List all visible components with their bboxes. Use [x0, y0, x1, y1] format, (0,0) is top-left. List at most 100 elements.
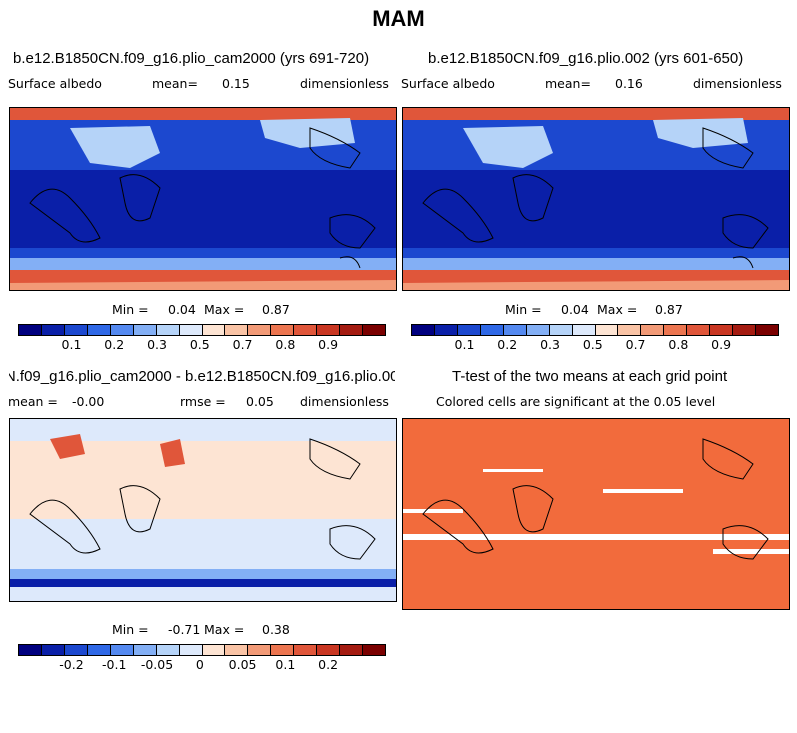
- colorbar-swatch: [457, 325, 481, 335]
- colorbar-tick-label: 0.05: [228, 657, 257, 672]
- colorbar-tick-label: 0.3: [540, 337, 560, 352]
- panel-2-mean: 0.16: [615, 76, 643, 91]
- panel-3-colorbar: [18, 644, 386, 656]
- colorbar-tick-label: -0.05: [140, 657, 174, 672]
- colorbar-swatch: [756, 325, 778, 335]
- panel-1-units: dimensionless: [300, 76, 389, 91]
- colorbar-tick-label: 0.7: [232, 337, 253, 352]
- colorbar-swatch: [363, 645, 385, 655]
- colorbar-swatch: [664, 325, 688, 335]
- panel-1-min: 0.04: [168, 302, 196, 317]
- colorbar-tick-label: 0.8: [275, 337, 296, 352]
- colorbar-swatch: [294, 645, 318, 655]
- colorbar-swatch: [363, 325, 385, 335]
- panel-3-rmse-label: rmse =: [180, 394, 226, 409]
- colorbar-swatch: [225, 325, 249, 335]
- colorbar-swatch: [340, 325, 364, 335]
- panel-3-title: b.e12.B1850CN.f09_g16.plio_cam2000 - b.e…: [9, 368, 395, 385]
- panel-1-max: 0.87: [262, 302, 290, 317]
- colorbar-swatch: [317, 325, 341, 335]
- colorbar-swatch: [317, 645, 341, 655]
- colorbar-tick-label: 0.2: [318, 657, 339, 672]
- colorbar-tick-label: 0.5: [189, 337, 210, 352]
- panel-3-mean: -0.00: [72, 394, 105, 409]
- colorbar-tick-label: 0.9: [318, 337, 339, 352]
- colorbar-tick-label: 0.5: [582, 337, 603, 352]
- colorbar-swatch: [294, 325, 318, 335]
- colorbar-swatch: [202, 325, 226, 335]
- colorbar-tick-label: 0.1: [275, 657, 296, 672]
- panel-2-variable: Surface albedo: [401, 76, 495, 91]
- colorbar-swatch: [179, 325, 203, 335]
- panel-1-min-label: Min =: [112, 302, 149, 317]
- panel-1-title: b.e12.B1850CN.f09_g16.plio_cam2000 (yrs …: [13, 50, 370, 67]
- colorbar-swatch: [19, 325, 42, 335]
- colorbar-tick-label: 0: [195, 657, 204, 672]
- panel-3-title-clip: b.e12.B1850CN.f09_g16.plio_cam2000 - b.e…: [9, 364, 395, 386]
- colorbar-swatch: [340, 645, 364, 655]
- panel-4-subtitle: Colored cells are significant at the 0.0…: [436, 394, 716, 409]
- colorbar-swatch: [710, 325, 734, 335]
- colorbar-swatch: [733, 325, 757, 335]
- colorbar-swatch: [248, 325, 272, 335]
- panel-3-max-label: Max =: [204, 622, 245, 637]
- colorbar-swatch: [19, 645, 42, 655]
- colorbar-tick-label: 0.2: [497, 337, 518, 352]
- colorbar-swatch: [41, 645, 65, 655]
- panel-2-mean-label: mean=: [545, 76, 591, 91]
- colorbar-swatch: [572, 325, 596, 335]
- colorbar-swatch: [133, 645, 157, 655]
- colorbar-swatch: [271, 325, 295, 335]
- colorbar-swatch: [595, 325, 619, 335]
- panel-3-min-label: Min =: [112, 622, 149, 637]
- panel-2-units: dimensionless: [693, 76, 782, 91]
- panel-1-variable: Surface albedo: [8, 76, 102, 91]
- colorbar-swatch: [64, 645, 88, 655]
- colorbar-swatch: [179, 645, 203, 655]
- colorbar-tick-label: 0.1: [61, 337, 82, 352]
- colorbar-swatch: [156, 645, 180, 655]
- colorbar-tick-label: -0.2: [59, 657, 84, 672]
- colorbar-swatch: [87, 645, 111, 655]
- colorbar-tick-label: 0.3: [147, 337, 167, 352]
- colorbar-tick-label: 0.2: [104, 337, 125, 352]
- panel-2-map: [402, 107, 790, 291]
- panel-2-max-label: Max =: [597, 302, 638, 317]
- panel-1-mean: 0.15: [222, 76, 250, 91]
- panel-4-title: T-test of the two means at each grid poi…: [452, 368, 728, 385]
- colorbar-swatch: [248, 645, 272, 655]
- colorbar-tick-label: -0.1: [102, 657, 127, 672]
- panel-4-map-svg: [403, 419, 789, 609]
- colorbar-swatch: [503, 325, 527, 335]
- panel-3-units: dimensionless: [300, 394, 389, 409]
- page-title: MAM: [372, 6, 425, 31]
- panel-1-map: [9, 107, 397, 291]
- colorbar-swatch: [549, 325, 573, 335]
- colorbar-swatch: [110, 645, 134, 655]
- colorbar-tick-label: 0.8: [668, 337, 689, 352]
- colorbar-swatch: [64, 325, 88, 335]
- colorbar-swatch: [87, 325, 111, 335]
- panel-1-colorbar: [18, 324, 386, 336]
- panel-1-max-label: Max =: [204, 302, 245, 317]
- colorbar-swatch: [156, 325, 180, 335]
- colorbar-swatch: [271, 645, 295, 655]
- panel-3-map: [9, 418, 397, 602]
- panel-1-map-svg: [10, 108, 396, 290]
- colorbar-swatch: [434, 325, 458, 335]
- colorbar-swatch: [202, 645, 226, 655]
- panel-2-max: 0.87: [655, 302, 683, 317]
- panel-3-mean-label: mean =: [8, 394, 58, 409]
- panel-3-map-svg: [10, 419, 396, 601]
- colorbar-swatch: [412, 325, 435, 335]
- panel-3-rmse: 0.05: [246, 394, 274, 409]
- colorbar-swatch: [618, 325, 642, 335]
- colorbar-tick-label: 0.1: [454, 337, 475, 352]
- colorbar-swatch: [526, 325, 550, 335]
- colorbar-tick-label: 0.9: [711, 337, 732, 352]
- colorbar-tick-label: 0.7: [625, 337, 646, 352]
- panel-2-min-label: Min =: [505, 302, 542, 317]
- panel-3-max: 0.38: [262, 622, 290, 637]
- panel-2-min: 0.04: [561, 302, 589, 317]
- colorbar-swatch: [225, 645, 249, 655]
